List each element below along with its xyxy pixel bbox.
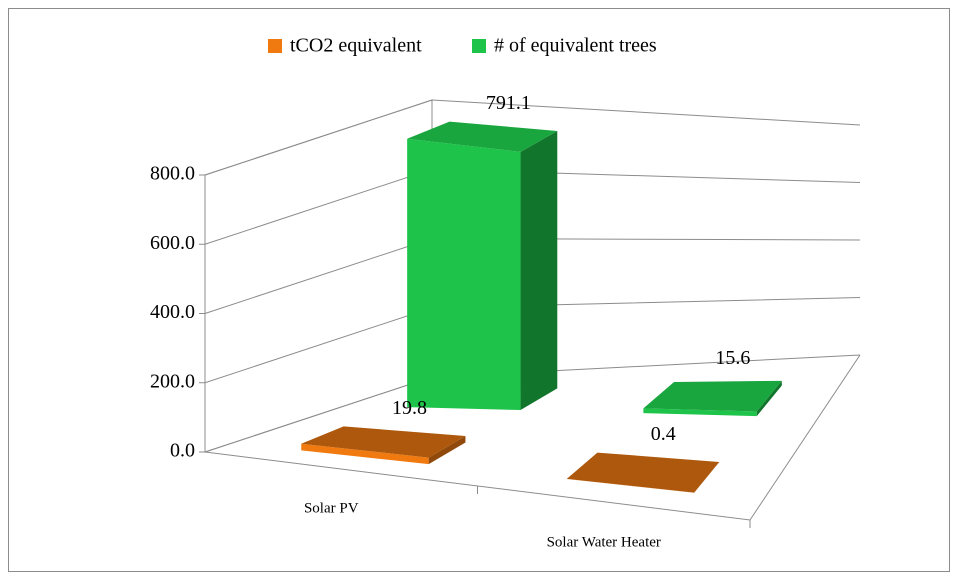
bar-side bbox=[756, 380, 782, 417]
x-tick-label: Solar PV bbox=[304, 500, 359, 516]
y-tick-label: 400.0 bbox=[150, 301, 195, 323]
bar-side bbox=[694, 461, 720, 493]
y-tick-label: 800.0 bbox=[150, 163, 195, 185]
bar-side bbox=[428, 436, 466, 465]
bar-front bbox=[643, 408, 757, 417]
bar bbox=[643, 380, 782, 417]
bar-top bbox=[566, 452, 720, 493]
grid-line bbox=[204, 99, 861, 176]
y-tick-label: 0.0 bbox=[170, 440, 195, 462]
value-label: 0.4 bbox=[651, 423, 676, 445]
x-tick-label: Solar Water Heater bbox=[547, 534, 661, 550]
bar bbox=[566, 452, 720, 493]
bar bbox=[407, 121, 558, 411]
legend-swatch bbox=[472, 39, 486, 53]
bar-top bbox=[407, 121, 558, 152]
bar-top bbox=[301, 426, 466, 458]
y-tick-label: 600.0 bbox=[150, 232, 195, 254]
legend-label: tCO2 equivalent bbox=[290, 35, 422, 57]
bar-front bbox=[407, 138, 521, 411]
bar-side bbox=[520, 130, 558, 411]
bar-front bbox=[566, 478, 695, 493]
legend-label: # of equivalent trees bbox=[494, 35, 657, 57]
value-label: 15.6 bbox=[715, 347, 750, 369]
value-label: 19.8 bbox=[392, 397, 427, 419]
y-tick-label: 200.0 bbox=[150, 370, 195, 392]
value-label: 791.1 bbox=[486, 92, 531, 114]
legend-swatch bbox=[268, 39, 282, 53]
bar bbox=[301, 426, 466, 465]
bar-top bbox=[643, 380, 782, 412]
bar-front bbox=[301, 443, 429, 465]
